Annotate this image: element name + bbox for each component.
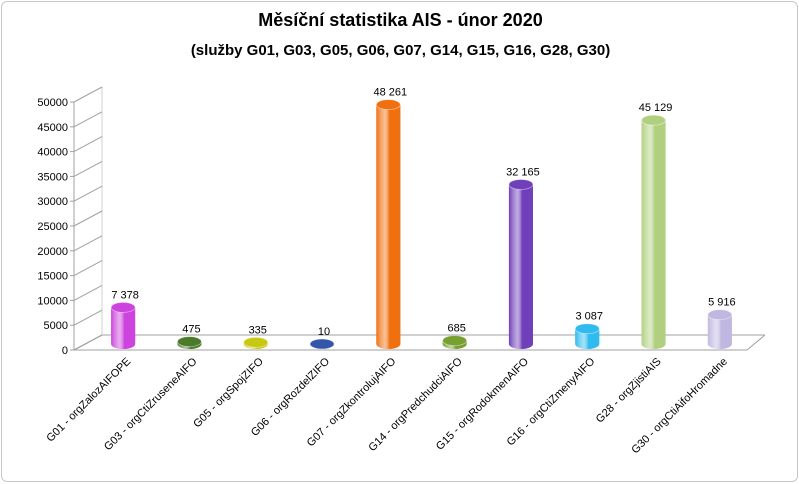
bar-top bbox=[177, 336, 202, 348]
y-tick-label: 40000 bbox=[37, 147, 68, 159]
bar-top bbox=[375, 99, 401, 111]
y-gridline-diagonal bbox=[73, 185, 103, 202]
bar-top bbox=[110, 302, 136, 313]
y-tick-label: 30000 bbox=[37, 196, 68, 208]
y-tick-label: 20000 bbox=[37, 246, 68, 258]
data-label: 32 165 bbox=[506, 166, 540, 178]
y-tick-label: 0 bbox=[62, 345, 68, 357]
bar-top bbox=[641, 114, 666, 126]
y-gridline-diagonal bbox=[73, 160, 103, 177]
y-gridline-diagonal bbox=[73, 309, 103, 326]
y-tick-label: 50000 bbox=[37, 97, 68, 109]
bar-shading bbox=[111, 307, 136, 349]
data-label: 45 129 bbox=[639, 102, 673, 114]
data-label: 10 bbox=[318, 326, 330, 338]
data-label: 335 bbox=[249, 324, 267, 336]
y-gridline-diagonal bbox=[73, 86, 103, 103]
y-gridline-diagonal bbox=[73, 136, 103, 153]
bar-top bbox=[309, 338, 335, 350]
y-tick-label: 35000 bbox=[37, 171, 68, 183]
chart-subtitle: (služby G01, G03, G05, G06, G07, G14, G1… bbox=[190, 42, 611, 59]
bar-top bbox=[243, 336, 269, 348]
y-tick-label: 25000 bbox=[37, 221, 68, 233]
data-label: 7 378 bbox=[111, 289, 139, 301]
y-gridline-diagonal bbox=[73, 284, 103, 301]
bar-top bbox=[574, 323, 600, 335]
y-tick-label: 10000 bbox=[37, 295, 68, 307]
bar-top bbox=[508, 179, 534, 190]
data-label: 48 261 bbox=[374, 87, 408, 99]
bar-shading bbox=[707, 314, 732, 349]
bar-shading bbox=[641, 120, 666, 349]
y-tick-label: 5000 bbox=[44, 320, 68, 332]
y-gridline-diagonal bbox=[73, 210, 103, 227]
data-label: 3 087 bbox=[575, 311, 603, 323]
bar-top bbox=[707, 309, 733, 321]
data-label: 685 bbox=[447, 323, 465, 335]
data-label: 475 bbox=[182, 324, 200, 336]
bars-layer bbox=[110, 99, 733, 350]
y-tick-label: 15000 bbox=[37, 271, 68, 283]
y-gridline-diagonal bbox=[73, 260, 103, 277]
category-label: G28 - orgZjistiAIS bbox=[594, 356, 664, 426]
y-gridline-diagonal bbox=[73, 334, 103, 351]
y-gridline-diagonal bbox=[73, 111, 103, 128]
floor-right-edge bbox=[746, 334, 766, 351]
chart-title: Měsíční statistika AIS - únor 2020 bbox=[258, 10, 543, 30]
y-tick-label: 45000 bbox=[37, 122, 68, 134]
bar-shading bbox=[508, 184, 533, 349]
data-label: 5 916 bbox=[708, 297, 736, 309]
category-label: G05 - orgSpojZIFO bbox=[191, 355, 266, 430]
bar-top bbox=[442, 335, 468, 347]
y-gridline-diagonal bbox=[73, 235, 103, 252]
bar-shading bbox=[376, 104, 401, 349]
bar-shading bbox=[575, 328, 600, 349]
